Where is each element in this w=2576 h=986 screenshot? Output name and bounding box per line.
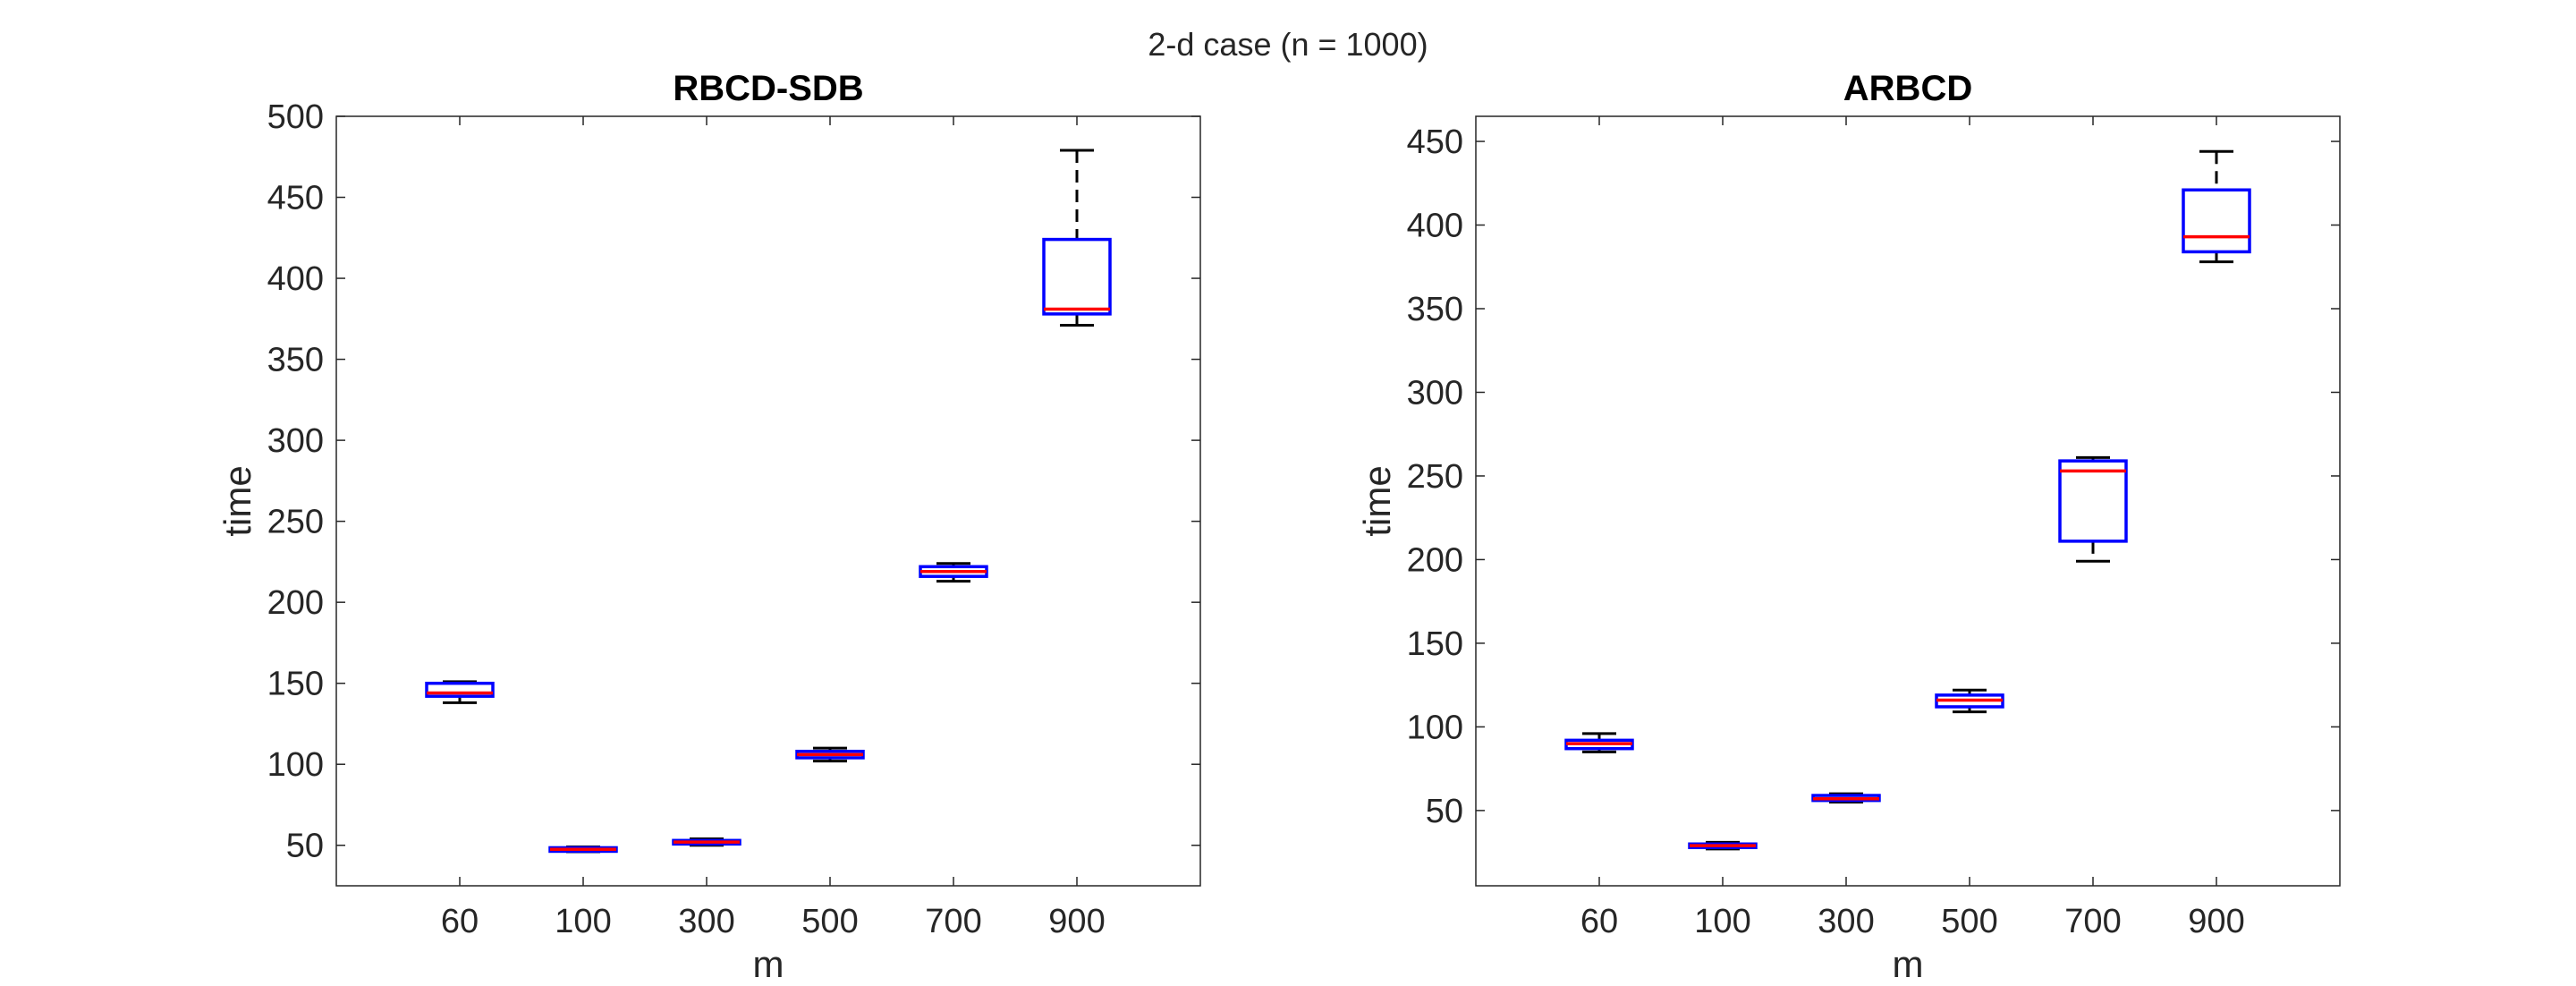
x-tick-label: 60 bbox=[1580, 903, 1618, 940]
box bbox=[2182, 188, 2251, 254]
y-tick-label: 50 bbox=[1426, 793, 1463, 830]
x-tick-label: 500 bbox=[1941, 903, 1997, 940]
x-tick-label: 60 bbox=[441, 903, 479, 940]
y-tick-label: 400 bbox=[1407, 208, 1463, 245]
y-tick-label: 150 bbox=[1407, 625, 1463, 663]
y-tick-label: 450 bbox=[267, 180, 324, 217]
y-tick-label: 350 bbox=[267, 342, 324, 379]
x-tick-label: 500 bbox=[801, 903, 858, 940]
box-plot-300 bbox=[1811, 792, 1881, 804]
y-tick-label: 400 bbox=[267, 260, 324, 298]
box-plot-700 bbox=[919, 562, 988, 583]
y-tick-label: 200 bbox=[267, 584, 324, 622]
chart-title: RBCD-SDB bbox=[673, 69, 863, 108]
chart-arbcd: ARBCD m time 50 100 150 200 250 300 350 400 450 6… bbox=[1356, 69, 2341, 985]
y-tick-label: 500 bbox=[267, 98, 324, 136]
chart-frame bbox=[1475, 115, 2341, 887]
box-plot-60 bbox=[425, 680, 495, 704]
box-plot-900 bbox=[1042, 149, 1112, 327]
box bbox=[425, 681, 495, 698]
chart-rbcd-sdb: RBCD-SDB m time 50 100 150 200 250 300 350 400 4… bbox=[216, 69, 1201, 985]
x-tick-label: 100 bbox=[555, 903, 611, 940]
x-tick-label: 900 bbox=[2188, 903, 2244, 940]
box-plot-500 bbox=[1935, 688, 2004, 714]
x-axis-label: m bbox=[1893, 943, 1924, 985]
y-tick-label: 150 bbox=[267, 666, 324, 703]
y-tick-label: 350 bbox=[1407, 291, 1463, 328]
box-plot-700 bbox=[2058, 455, 2128, 563]
y-tick-label: 100 bbox=[1407, 709, 1463, 746]
box-plot-100 bbox=[548, 846, 618, 854]
x-tick-label: 300 bbox=[678, 903, 734, 940]
figure-suptitle: 2-d case (n = 1000) bbox=[1148, 26, 1428, 63]
y-tick-label: 100 bbox=[267, 746, 324, 784]
x-tick-label: 700 bbox=[925, 903, 981, 940]
box-plot-100 bbox=[1688, 840, 1758, 851]
chart-frame bbox=[335, 115, 1201, 887]
x-tick-label: 700 bbox=[2064, 903, 2121, 940]
x-tick-label: 900 bbox=[1048, 903, 1105, 940]
box-plot-500 bbox=[795, 746, 865, 763]
box-plot-900 bbox=[2182, 149, 2251, 264]
box bbox=[2058, 459, 2128, 543]
x-axis-label: m bbox=[753, 943, 784, 985]
y-tick-label: 300 bbox=[1407, 374, 1463, 412]
y-tick-label: 250 bbox=[267, 504, 324, 541]
chart-title: ARBCD bbox=[1843, 69, 1972, 108]
y-axis-label: time bbox=[216, 465, 258, 536]
box bbox=[1042, 237, 1112, 316]
y-tick-label: 50 bbox=[286, 828, 324, 865]
box-plot-60 bbox=[1564, 732, 1634, 753]
x-tick-label: 300 bbox=[1818, 903, 1874, 940]
y-tick-label: 300 bbox=[267, 422, 324, 460]
y-axis-label: time bbox=[1356, 465, 1398, 536]
box-plot-300 bbox=[672, 837, 741, 847]
y-tick-label: 450 bbox=[1407, 123, 1463, 161]
x-tick-label: 100 bbox=[1694, 903, 1750, 940]
y-tick-label: 200 bbox=[1407, 541, 1463, 579]
y-tick-label: 250 bbox=[1407, 458, 1463, 496]
